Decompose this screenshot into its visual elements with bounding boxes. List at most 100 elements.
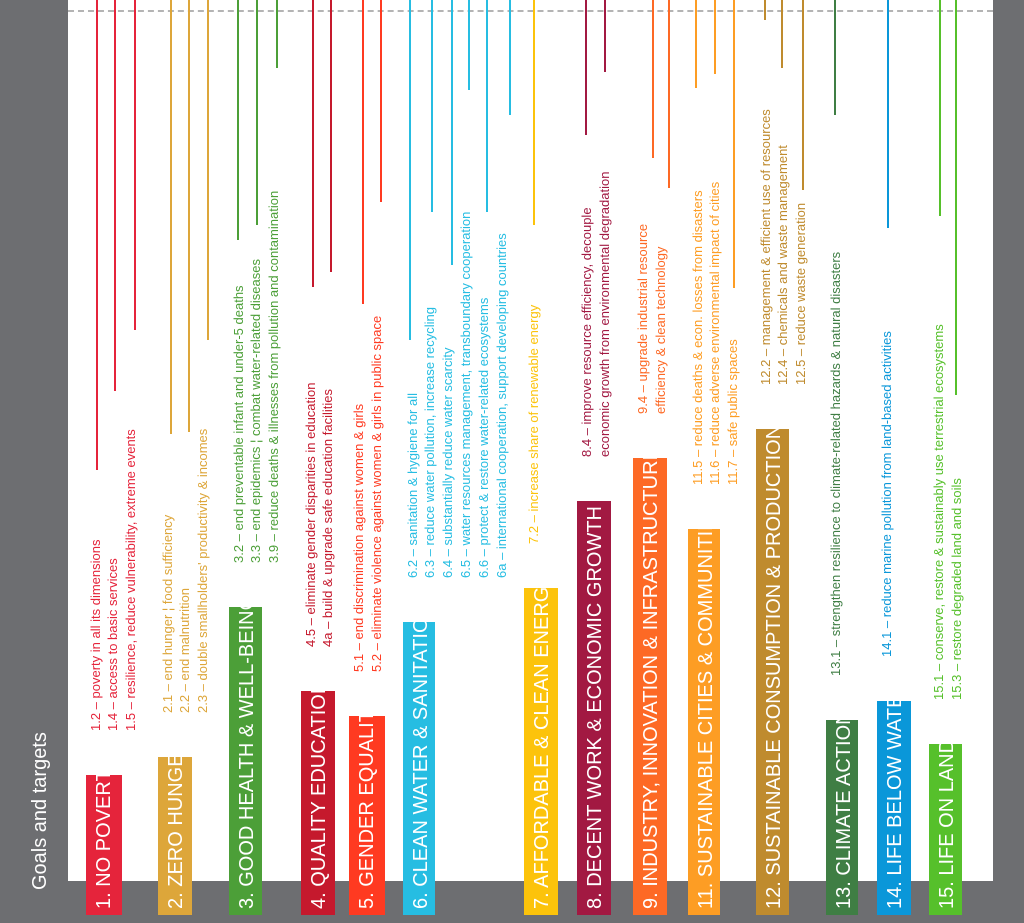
goal-box-3: 3. GOOD HEALTH & WELL-BEING (229, 607, 262, 915)
target-text: 12.4 – chemicals and waste management (775, 145, 790, 385)
target-leader-line (380, 0, 382, 202)
target-leader-line (431, 0, 433, 212)
target-leader-line (409, 0, 411, 340)
target-text: 7.2 – increase share of renewable energy (526, 304, 541, 544)
target-text: 9.4 – upgrade industrial resource (635, 223, 650, 414)
target-leader-line (362, 0, 364, 304)
target-leader-line (256, 0, 258, 225)
goal-label: 15. LIFE ON LAND (936, 744, 958, 909)
goal-label: 1. NO POVERTY (93, 775, 115, 909)
target-leader-line (939, 0, 941, 216)
target-text: 6.5 – water resources management, transb… (458, 211, 473, 578)
target-leader-line (96, 0, 98, 470)
target-leader-line (781, 0, 783, 68)
target-text: 6.6 – protect & restore water-related ec… (476, 297, 491, 578)
goal-label: 4. QUALITY EDUCATION (308, 691, 330, 909)
target-text: 6.3 – reduce water pollution, increase r… (422, 307, 437, 578)
goal-box-1: 1. NO POVERTY (86, 775, 122, 915)
target-leader-line (188, 0, 190, 432)
target-leader-line (170, 0, 172, 434)
target-leader-line (330, 0, 332, 272)
target-text: 11.6 – reduce adverse environmental impa… (707, 181, 722, 485)
goal-label: 7. AFFORDABLE & CLEAN ENERGY (531, 588, 553, 909)
target-text: 13.1 – strengthen resilience to climate-… (828, 251, 843, 676)
target-leader-line (451, 0, 453, 265)
target-leader-line (276, 0, 278, 68)
goal-box-9: 9. INDUSTRY, INNOVATION & INFRASTRUCTURE (633, 458, 667, 915)
target-text: 5.1 – end discrimination against women &… (351, 403, 366, 672)
target-leader-line (114, 0, 116, 391)
frame-left (0, 0, 68, 923)
target-leader-line (668, 0, 670, 188)
target-leader-line (714, 0, 716, 74)
target-leader-line (134, 0, 136, 330)
target-leader-line (585, 0, 587, 135)
target-text: 4.5 – eliminate gender disparities in ed… (303, 382, 318, 647)
dashed-guide-line (68, 10, 993, 12)
goal-label: 5. GENDER EQUALITY (356, 716, 378, 909)
goal-label: 9. INDUSTRY, INNOVATION & INFRASTRUCTURE (640, 458, 662, 909)
goal-box-14: 15. LIFE ON LAND (929, 744, 962, 915)
target-leader-line (509, 0, 511, 115)
target-text: 3.3 – end epidemics ¦ combat water-relat… (248, 259, 263, 563)
target-text: economic growth from environmental degra… (597, 171, 612, 457)
target-leader-line (207, 0, 209, 340)
goal-box-13: 14. LIFE BELOW WATER (877, 701, 911, 915)
target-text: 6.2 – sanitation & hygiene for all (405, 392, 420, 578)
target-text: 11.5 – reduce deaths & econ. losses from… (690, 190, 705, 485)
goal-box-10: 11. SUSTAINABLE CITIES & COMMUNITIES (688, 529, 720, 915)
target-leader-line (533, 0, 535, 225)
target-text: 12.2 – management & efficient use of res… (758, 109, 773, 385)
goal-box-8: 8. DECENT WORK & ECONOMIC GROWTH (577, 501, 611, 915)
goal-box-11: 12. SUSTAINABLE CONSUMPTION & PRODUCTION (756, 429, 789, 915)
frame-bottom (0, 881, 1024, 923)
target-text: 12.5 – reduce waste generation (793, 202, 808, 385)
target-leader-line (604, 0, 606, 72)
goal-label: 2. ZERO HUNGER (165, 757, 187, 909)
target-text: 2.1 – end hunger ¦ food sufficiency (160, 514, 175, 713)
target-text: 15.3 – restore degraded land and soils (949, 478, 964, 700)
target-leader-line (955, 0, 957, 395)
target-leader-line (312, 0, 314, 287)
target-leader-line (764, 0, 766, 20)
target-leader-line (695, 0, 697, 88)
target-leader-line (468, 0, 470, 90)
target-text: 1.4 – access to basic services (105, 558, 120, 731)
goal-label: 12. SUSTAINABLE CONSUMPTION & PRODUCTION (763, 429, 785, 909)
target-text: 4a – build & upgrade safe education faci… (320, 388, 335, 647)
goal-box-4: 4. QUALITY EDUCATION (301, 691, 335, 915)
goal-label: 8. DECENT WORK & ECONOMIC GROWTH (584, 506, 606, 909)
target-leader-line (237, 0, 239, 240)
target-text: efficiency & clean technology (653, 246, 668, 414)
target-text: 2.2 – end malnutrition (177, 587, 192, 713)
goal-label: 11. SUSTAINABLE CITIES & COMMUNITIES (695, 529, 717, 909)
goal-box-12: 13. CLIMATE ACTION (826, 720, 858, 915)
target-leader-line (652, 0, 654, 158)
target-leader-line (834, 0, 836, 115)
goal-label: 3. GOOD HEALTH & WELL-BEING (236, 607, 258, 909)
goal-box-7: 7. AFFORDABLE & CLEAN ENERGY (524, 588, 558, 915)
target-text: 3.2 – end preventable infant and under-5… (231, 285, 246, 563)
goal-box-2: 2. ZERO HUNGER (158, 757, 192, 915)
goal-label: 14. LIFE BELOW WATER (884, 701, 906, 909)
target-text: 14.1 – reduce marine pollution from land… (879, 331, 894, 657)
goal-box-6: 6. CLEAN WATER & SANITATION (403, 622, 435, 915)
section-title: Goals and targets (29, 732, 51, 890)
target-text: 6.4 – substantially reduce water scarcit… (440, 347, 455, 579)
target-leader-line (802, 0, 804, 190)
target-text: 1.5 – resilience, reduce vulnerability, … (123, 429, 138, 731)
frame-right (993, 0, 1024, 923)
target-text: 15.1 – conserve, restore & sustainably u… (931, 324, 946, 700)
target-text: 8.4 – improve resource efficiency, decou… (579, 207, 594, 457)
target-text: 5.2 – eliminate violence against women &… (369, 315, 384, 672)
target-text: 6a – international cooperation, support … (494, 233, 509, 578)
target-leader-line (887, 0, 889, 228)
target-text: 11.7 – safe public spaces (725, 339, 740, 485)
goal-label: 6. CLEAN WATER & SANITATION (410, 622, 432, 909)
goal-label: 13. CLIMATE ACTION (833, 720, 855, 909)
target-text: 3.9 – reduce deaths & illnesses from pol… (266, 190, 281, 563)
target-text: 2.3 – double smallholders' productivity … (195, 428, 210, 713)
target-text: 1.2 – poverty in all its dimensions (88, 539, 103, 731)
goal-box-5: 5. GENDER EQUALITY (349, 716, 385, 915)
